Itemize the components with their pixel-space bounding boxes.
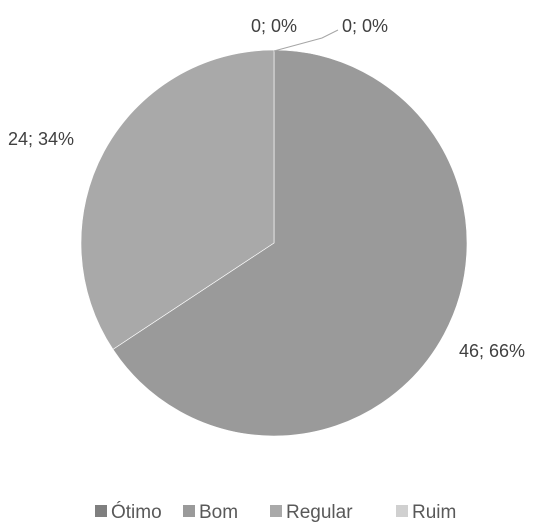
- legend-swatch-bom: [183, 505, 195, 517]
- pie-slice-bom: [112, 49, 468, 437]
- legend-item-bom: Bom: [183, 502, 238, 523]
- leader-line-ruim: [273, 29, 339, 52]
- data-label-bom: 46; 66%: [459, 341, 525, 361]
- pie-slices: [80, 49, 468, 437]
- data-labels: 0; 0% 46; 66% 24; 34% 0; 0%: [8, 16, 525, 361]
- legend-swatch-otimo: [95, 505, 107, 517]
- data-label-otimo: 0; 0%: [251, 16, 297, 36]
- legend-item-otimo: Ótimo: [95, 501, 162, 523]
- legend-item-ruim: Ruim: [396, 502, 456, 523]
- legend-swatch-regular: [270, 505, 282, 517]
- legend-label-bom: Bom: [199, 502, 238, 523]
- legend-label-regular: Regular: [286, 502, 353, 523]
- leader-lines: [273, 29, 339, 52]
- data-label-regular: 24; 34%: [8, 129, 74, 149]
- data-label-ruim: 0; 0%: [342, 16, 388, 36]
- legend-label-otimo: Ótimo: [111, 501, 162, 523]
- legend-label-ruim: Ruim: [412, 502, 456, 523]
- legend-swatch-ruim: [396, 505, 408, 517]
- legend: Ótimo Bom Regular Ruim: [95, 501, 456, 523]
- pie-slice-regular: [80, 49, 275, 350]
- legend-item-regular: Regular: [270, 502, 353, 523]
